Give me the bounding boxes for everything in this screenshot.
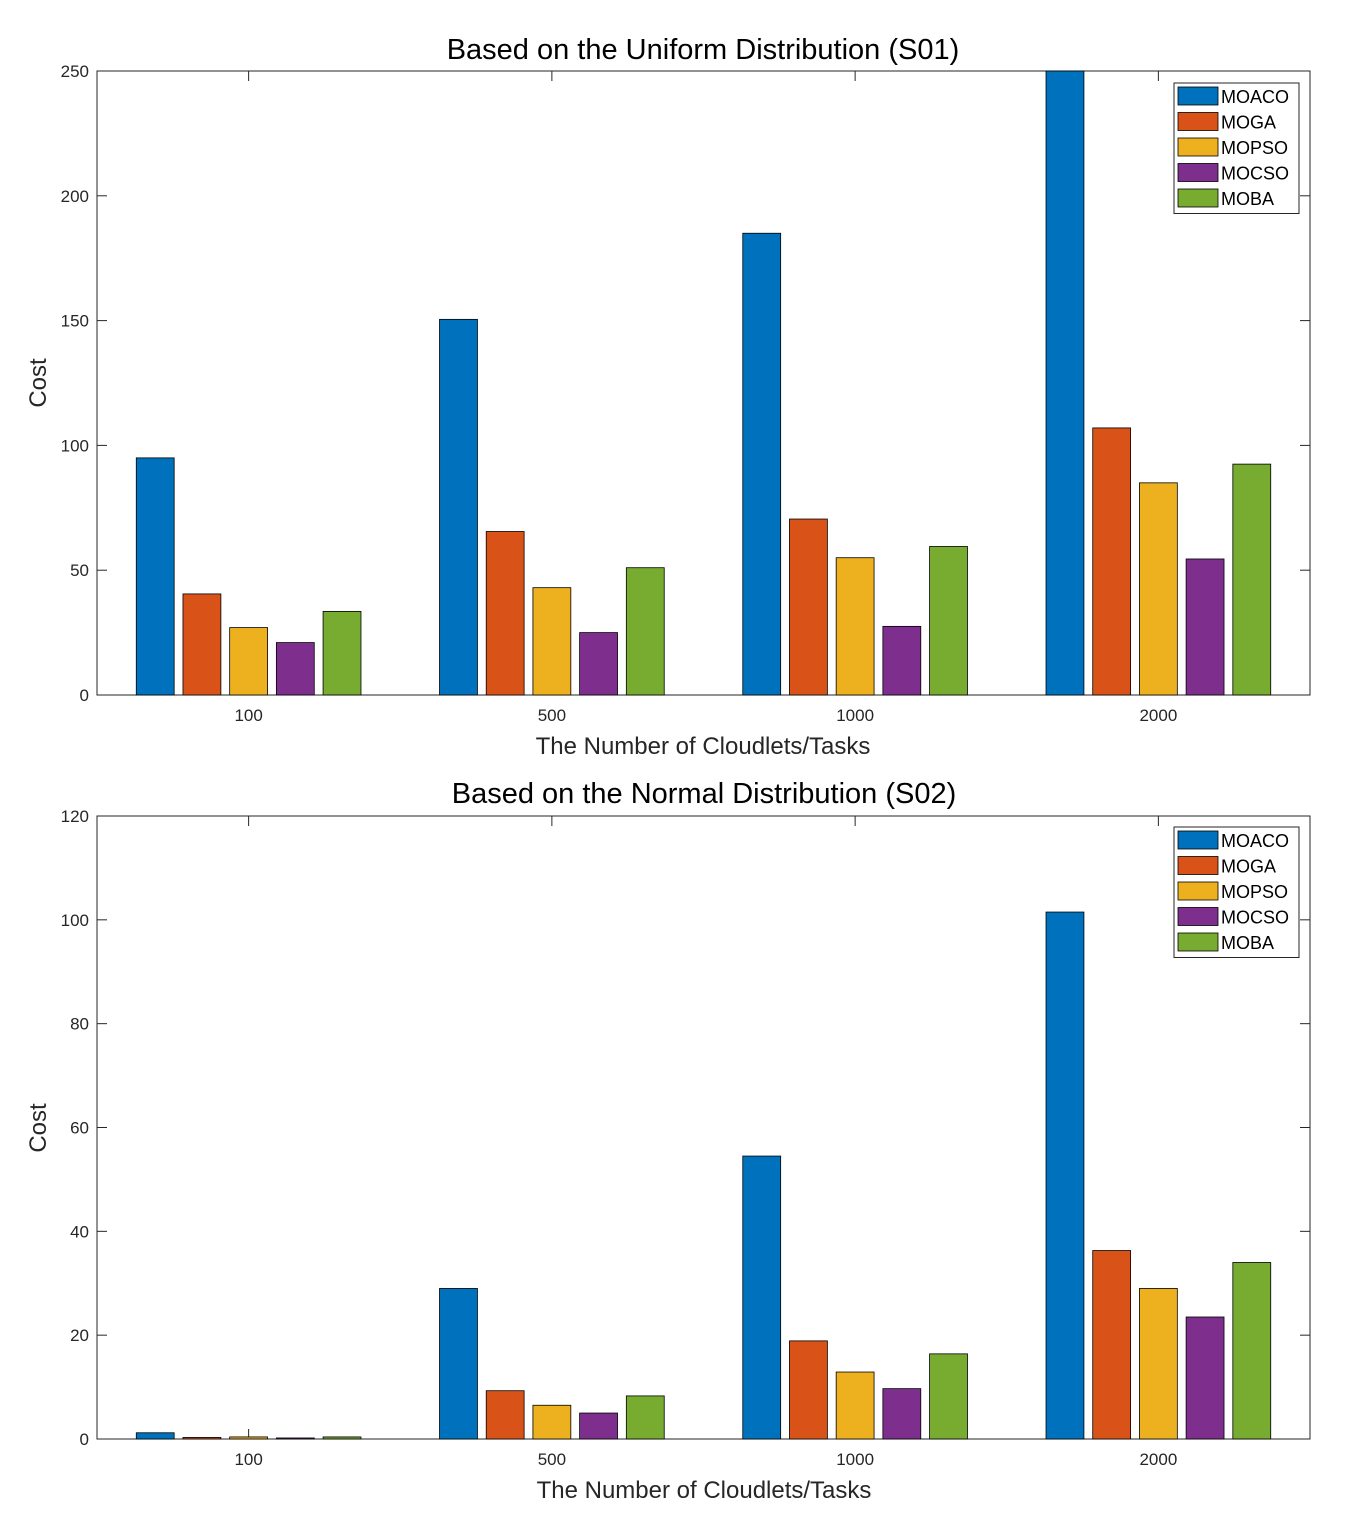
y-tick-label: 150	[61, 312, 89, 331]
y-tick-label: 80	[70, 1015, 89, 1034]
y-axis-label: Cost	[25, 1103, 52, 1153]
legend: MOACO MOGA MOPSO MOCSO MOBA	[1173, 826, 1300, 958]
legend-label-moaco: MOACO	[1221, 831, 1289, 851]
bar-moaco-100	[135, 457, 175, 696]
bar-mopso-2000	[1139, 1288, 1178, 1440]
bar-moaco-100	[135, 1432, 175, 1440]
x-tick-label: 1000	[836, 1450, 874, 1469]
y-tick-label: 40	[70, 1222, 89, 1241]
x-tick-label: 500	[538, 1450, 566, 1469]
bar-moba-2000	[1232, 463, 1272, 696]
bar-moga-2000	[1092, 427, 1132, 696]
legend-swatch-moaco	[1177, 86, 1219, 106]
bar-moga-1000	[789, 1340, 828, 1440]
y-tick-label: 100	[61, 436, 89, 455]
legend-swatch-moaco	[1177, 830, 1219, 850]
bar-mocso-500	[579, 632, 618, 696]
bar-moaco-1000	[742, 232, 782, 696]
x-tick-label: 100	[234, 706, 262, 725]
bar-moba-100	[322, 610, 362, 696]
x-tick-label: 2000	[1139, 706, 1177, 725]
x-tick-label: 2000	[1139, 1450, 1177, 1469]
bar-mocso-100	[275, 1437, 315, 1440]
legend-label-moba: MOBA	[1221, 189, 1274, 209]
y-tick-label: 0	[80, 686, 89, 705]
chart-title: Based on the Uniform Distribution (S01)	[447, 34, 960, 66]
legend-label-moga: MOGA	[1221, 857, 1276, 877]
bar-mocso-1000	[882, 625, 922, 696]
chart-title: Based on the Normal Distribution (S02)	[452, 778, 957, 810]
y-tick-label: 50	[70, 561, 89, 580]
bar-moga-1000	[789, 518, 828, 696]
legend-label-moaco: MOACO	[1221, 87, 1289, 107]
axes-box	[96, 70, 1311, 696]
legend-swatch-moba	[1177, 932, 1219, 952]
legend: MOACO MOGA MOPSO MOCSO MOBA	[1173, 82, 1300, 214]
bar-moba-100	[322, 1436, 362, 1440]
bar-mopso-500	[532, 1404, 572, 1440]
bar-mocso-500	[579, 1412, 618, 1440]
legend-swatch-moga	[1177, 112, 1219, 131]
bar-moaco-1000	[742, 1155, 782, 1440]
x-axis-label: The Number of Cloudlets/Tasks	[537, 1477, 872, 1504]
legend-swatch-mopso	[1177, 881, 1219, 901]
bar-moba-2000	[1232, 1262, 1272, 1440]
chart-normal-distribution: Based on the Normal Distribution (S02) C…	[25, 778, 1311, 1504]
legend-label-mocso: MOCSO	[1221, 908, 1289, 928]
legend-label-mopso: MOPSO	[1221, 882, 1288, 902]
y-tick-label: 60	[70, 1119, 89, 1138]
legend-swatch-moba	[1177, 188, 1219, 208]
legend-label-moba: MOBA	[1221, 933, 1274, 953]
bar-moba-1000	[929, 1353, 968, 1440]
bar-moga-100	[182, 593, 222, 696]
legend-swatch-mocso	[1177, 907, 1219, 926]
bar-mocso-100	[275, 642, 315, 696]
bar-moba-500	[625, 567, 665, 696]
bar-moga-2000	[1092, 1250, 1132, 1440]
plot-area: 0 20 40 60 80 100 120 100 500 1000 2000	[61, 807, 1311, 1469]
bar-mopso-2000	[1139, 482, 1178, 696]
bar-moba-500	[625, 1395, 665, 1440]
bar-mocso-1000	[882, 1388, 922, 1440]
bar-mopso-500	[532, 587, 572, 696]
y-tick-label: 100	[61, 911, 89, 930]
bar-moaco-2000	[1045, 911, 1085, 1440]
legend-label-mopso: MOPSO	[1221, 138, 1288, 158]
legend-swatch-mopso	[1177, 137, 1219, 157]
legend-label-moga: MOGA	[1221, 113, 1276, 133]
legend-swatch-mocso	[1177, 163, 1219, 182]
x-axis-label: The Number of Cloudlets/Tasks	[536, 733, 871, 760]
legend-swatch-moga	[1177, 856, 1219, 875]
bar-mocso-2000	[1185, 1316, 1225, 1440]
bar-moga-500	[485, 531, 525, 696]
y-tick-label: 0	[80, 1430, 89, 1449]
bar-mopso-1000	[835, 1371, 875, 1440]
bar-mopso-1000	[835, 557, 875, 696]
x-tick-label: 500	[538, 706, 566, 725]
bar-moaco-2000	[1045, 70, 1085, 696]
y-axis-label: Cost	[25, 358, 52, 408]
y-tick-label: 200	[61, 187, 89, 206]
bar-moba-1000	[929, 546, 968, 696]
bar-moga-500	[485, 1390, 525, 1440]
y-tick-label: 20	[70, 1326, 89, 1345]
chart-uniform-distribution: Based on the Uniform Distribution (S01) …	[25, 34, 1311, 760]
bar-moga-100	[182, 1437, 222, 1440]
x-tick-label: 1000	[836, 706, 874, 725]
bar-mopso-100	[229, 1436, 268, 1440]
bar-mocso-2000	[1185, 558, 1225, 696]
bar-moaco-500	[439, 1288, 478, 1440]
y-tick-label: 120	[61, 807, 89, 826]
bar-mopso-100	[229, 627, 268, 696]
plot-area: 0 50 100 150 200 250 100 500 1000 2000	[61, 62, 1311, 725]
legend-label-mocso: MOCSO	[1221, 164, 1289, 184]
x-tick-label: 100	[234, 1450, 262, 1469]
bar-moaco-500	[439, 318, 478, 696]
y-tick-label: 250	[61, 62, 89, 81]
